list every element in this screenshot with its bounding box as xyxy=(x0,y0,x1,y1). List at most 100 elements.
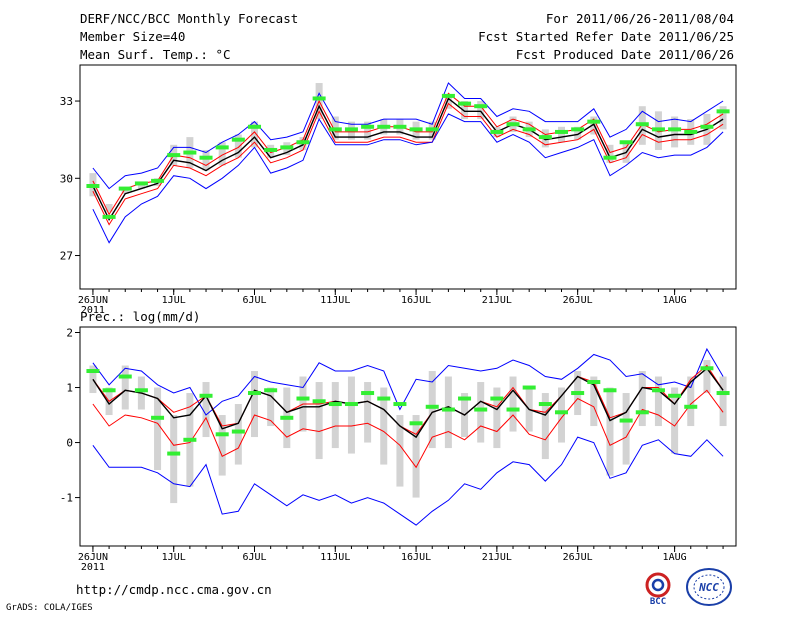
box-temperature-36 xyxy=(671,116,679,148)
marker-temperature-8 xyxy=(215,145,229,150)
ncc-logo: NCC xyxy=(686,568,732,606)
box-precipitation-9 xyxy=(234,404,242,465)
forecast-period: For 2011/06/26-2011/08/04 xyxy=(545,11,734,26)
box-precipitation-32 xyxy=(606,387,614,476)
marker-precipitation-22 xyxy=(441,407,455,412)
marker-precipitation-39 xyxy=(716,391,730,396)
marker-precipitation-6 xyxy=(183,437,197,442)
box-precipitation-7 xyxy=(202,382,210,438)
ytick-label-temperature-33: 33 xyxy=(60,95,73,108)
marker-precipitation-10 xyxy=(248,391,262,396)
ytick-label-precipitation-1: 1 xyxy=(66,382,73,395)
marker-precipitation-8 xyxy=(215,432,229,437)
box-precipitation-20 xyxy=(412,415,420,498)
series-temperature-lower xyxy=(92,102,724,226)
marker-temperature-19 xyxy=(393,124,407,129)
marker-temperature-36 xyxy=(668,127,682,132)
year-label-precipitation: 2011 xyxy=(81,562,105,573)
ytick-label-precipitation-0: 0 xyxy=(66,437,73,450)
marker-temperature-2 xyxy=(118,186,132,191)
member-size: Member Size=40 xyxy=(80,29,186,44)
marker-precipitation-1 xyxy=(102,388,116,393)
bcc-logo: BCC xyxy=(645,572,671,607)
box-precipitation-21 xyxy=(428,371,436,449)
box-precipitation-34 xyxy=(638,371,646,427)
marker-temperature-4 xyxy=(151,178,165,183)
box-precipitation-35 xyxy=(654,376,662,427)
marker-temperature-29 xyxy=(554,129,568,134)
box-temperature-8 xyxy=(218,142,226,166)
marker-temperature-10 xyxy=(248,124,262,129)
marker-precipitation-31 xyxy=(587,380,601,385)
xtick-label-precipitation-6JUL: 6JUL xyxy=(242,552,266,563)
marker-temperature-5 xyxy=(167,153,181,158)
marker-precipitation-36 xyxy=(668,393,682,398)
marker-precipitation-7 xyxy=(199,393,213,398)
ncc-logo-text: NCC xyxy=(698,581,719,594)
xtick-label-precipitation-21JUL: 21JUL xyxy=(482,552,512,563)
box-temperature-10 xyxy=(251,121,259,148)
marker-temperature-1 xyxy=(102,214,116,219)
box-precipitation-15 xyxy=(331,382,339,449)
marker-precipitation-11 xyxy=(264,388,278,393)
marker-precipitation-27 xyxy=(522,385,536,390)
bcc-logo-text: BCC xyxy=(650,597,666,607)
box-temperature-24 xyxy=(477,101,485,120)
xtick-label-temperature-1JUL: 1JUL xyxy=(162,295,186,306)
xtick-label-precipitation-26JUL: 26JUL xyxy=(563,552,593,563)
marker-precipitation-23 xyxy=(458,396,472,401)
xtick-label-precipitation-11JUL: 11JUL xyxy=(320,552,350,563)
box-precipitation-31 xyxy=(590,376,598,427)
marker-temperature-21 xyxy=(425,127,439,132)
series-precipitation-upper xyxy=(92,364,724,435)
box-precipitation-24 xyxy=(477,382,485,443)
variable-label: Mean Surf. Temp.: °C xyxy=(80,47,231,62)
box-precipitation-26 xyxy=(509,376,517,432)
marker-precipitation-18 xyxy=(377,396,391,401)
marker-precipitation-15 xyxy=(328,402,342,407)
marker-precipitation-35 xyxy=(651,388,665,393)
box-precipitation-14 xyxy=(315,382,323,460)
chart-title: DERF/NCC/BCC Monthly Forecast xyxy=(80,11,299,26)
source-url[interactable]: http://cmdp.ncc.cma.gov.cn xyxy=(76,582,272,597)
marker-temperature-12 xyxy=(280,145,294,150)
box-precipitation-38 xyxy=(703,360,711,394)
box-temperature-3 xyxy=(137,183,145,189)
box-precipitation-36 xyxy=(671,387,679,454)
series-precipitation-mean xyxy=(92,367,724,439)
marker-precipitation-26 xyxy=(506,407,520,412)
series-temperature-max xyxy=(92,82,724,190)
marker-precipitation-32 xyxy=(603,388,617,393)
marker-temperature-23 xyxy=(458,101,472,106)
marker-precipitation-5 xyxy=(167,451,181,456)
marker-precipitation-17 xyxy=(361,391,375,396)
box-precipitation-10 xyxy=(251,371,259,438)
box-precipitation-11 xyxy=(267,387,275,427)
marker-temperature-31 xyxy=(587,119,601,124)
marker-precipitation-25 xyxy=(490,396,504,401)
panel-temperature: 27 30 33 26JUN 1JUL 6JUL 11JUL 16JUL 21JUL 26JUL 1… xyxy=(60,64,737,316)
panel-precipitation: -1 0 1 2 26JUN 1JUL 6JUL 11JUL 16JUL 21JUL 26JUL 1A… xyxy=(60,309,737,573)
marker-temperature-20 xyxy=(409,127,423,132)
box-precipitation-39 xyxy=(719,376,727,427)
marker-precipitation-9 xyxy=(231,429,245,434)
marker-precipitation-19 xyxy=(393,402,407,407)
marker-precipitation-24 xyxy=(474,407,488,412)
marker-temperature-22 xyxy=(441,93,455,98)
marker-temperature-3 xyxy=(134,181,148,186)
marker-precipitation-34 xyxy=(635,410,649,415)
marker-precipitation-0 xyxy=(86,369,100,374)
box-precipitation-16 xyxy=(347,376,355,454)
marker-temperature-37 xyxy=(684,129,698,134)
xtick-label-temperature-26JUL: 26JUL xyxy=(563,295,593,306)
marker-temperature-9 xyxy=(231,137,245,142)
box-temperature-39 xyxy=(719,106,727,130)
box-precipitation-22 xyxy=(444,376,452,449)
frame-temperature xyxy=(79,64,737,290)
box-precipitation-33 xyxy=(622,393,630,465)
marker-precipitation-3 xyxy=(134,388,148,393)
xtick-label-temperature-26JUN: 26JUN xyxy=(78,295,108,306)
marker-precipitation-30 xyxy=(571,391,585,396)
marker-temperature-28 xyxy=(538,135,552,140)
series-temperature-mean xyxy=(92,97,724,221)
